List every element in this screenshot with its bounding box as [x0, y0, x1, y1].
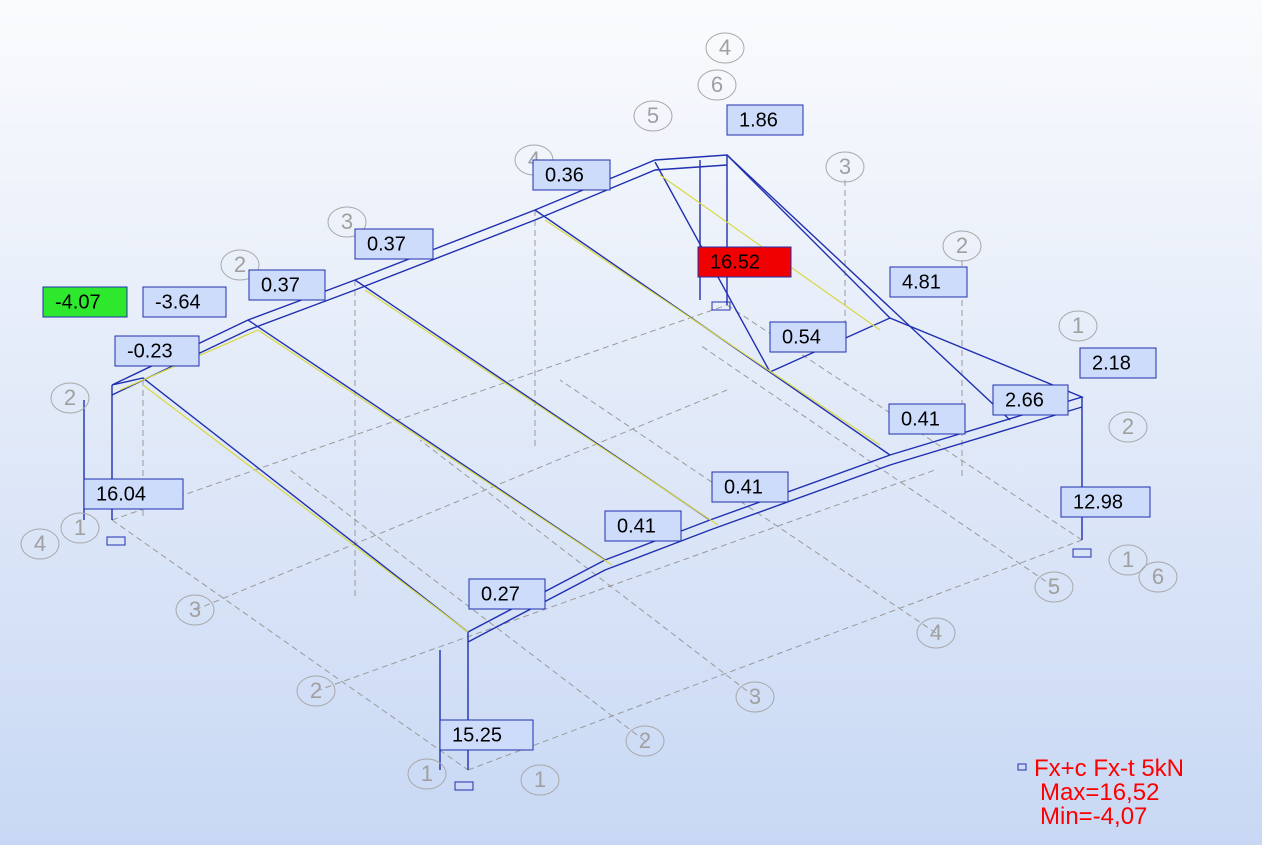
force-label: 0.37 [355, 229, 433, 259]
legend-max: Max=16,52 [1040, 779, 1159, 806]
bubble-label: 3 [341, 209, 353, 234]
label-value: -3.64 [155, 291, 201, 313]
model-view: 46543322122141653423211 -4.07-3.640.370.… [0, 0, 1262, 845]
force-label: 0.41 [605, 511, 681, 541]
bubble-label: 3 [189, 597, 201, 622]
force-label: 4.81 [890, 267, 967, 297]
bubble-label: 2 [1122, 414, 1134, 439]
label-value: 0.54 [782, 326, 821, 348]
bubble-label: 2 [639, 728, 651, 753]
bubble-label: 2 [310, 678, 322, 703]
label-value: 0.27 [481, 583, 520, 605]
force-label: -3.64 [143, 287, 226, 317]
force-label: 0.41 [712, 472, 788, 502]
force-label: 12.98 [1061, 487, 1150, 517]
bubble-label: 3 [749, 684, 761, 709]
label-value: 0.37 [261, 274, 300, 296]
force-label: 0.37 [249, 270, 325, 300]
bubble-label: 1 [1122, 547, 1134, 572]
bubble-label: 4 [930, 620, 942, 645]
bubble-label: 1 [74, 515, 86, 540]
force-label: 16.04 [84, 479, 183, 509]
label-value: 0.36 [545, 164, 584, 186]
bubble-label: 2 [956, 233, 968, 258]
bubble-label: 1 [534, 767, 546, 792]
label-value: 2.18 [1092, 352, 1131, 374]
label-value: 1.86 [739, 109, 778, 131]
force-label: 2.66 [993, 385, 1068, 415]
label-value: -0.23 [127, 340, 173, 362]
bubble-label: 1 [421, 761, 433, 786]
label-value: 16.04 [96, 483, 146, 505]
force-label: 0.36 [533, 160, 610, 190]
force-label: 0.41 [889, 404, 965, 434]
bubble-label: 5 [1048, 574, 1060, 599]
background [0, 0, 1262, 845]
label-value: 12.98 [1073, 491, 1123, 513]
label-value: 4.81 [902, 271, 941, 293]
label-value: 0.37 [367, 233, 406, 255]
force-label: 1.86 [727, 105, 803, 135]
legend-min: Min=-4,07 [1040, 803, 1147, 830]
bubble-label: 6 [1152, 564, 1164, 589]
legend-title: Fx+c Fx-t 5kN [1034, 755, 1184, 782]
label-value: 0.41 [901, 408, 940, 430]
bubble-label: 2 [234, 252, 246, 277]
force-label: 2.18 [1080, 348, 1156, 378]
label-value: -4.07 [55, 291, 101, 313]
label-value: 15.25 [452, 724, 502, 746]
bubble-label: 5 [647, 103, 659, 128]
force-label: 16.52 [698, 247, 791, 277]
force-label: 15.25 [440, 720, 533, 750]
bubble-label: 1 [1072, 313, 1084, 338]
force-label: -0.23 [115, 336, 199, 366]
bubble-label: 4 [34, 531, 46, 556]
force-label: 0.54 [770, 322, 846, 352]
label-value: 0.41 [724, 476, 763, 498]
force-label: 0.27 [469, 579, 545, 609]
label-value: 2.66 [1005, 389, 1044, 411]
bubble-label: 4 [719, 35, 731, 60]
force-label: -4.07 [43, 287, 127, 317]
label-value: 0.41 [617, 515, 656, 537]
bubble-label: 2 [64, 385, 76, 410]
label-value: 16.52 [710, 251, 760, 273]
bubble-label: 3 [839, 154, 851, 179]
bubble-label: 6 [711, 72, 723, 97]
